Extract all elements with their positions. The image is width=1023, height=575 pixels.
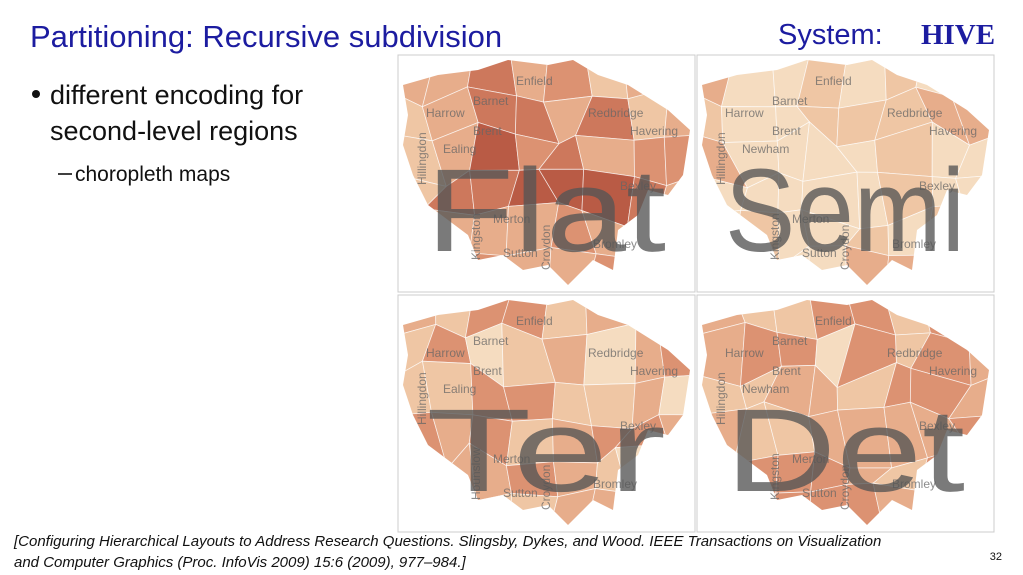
borough-label: Redbridge (887, 346, 943, 360)
borough-label: Croydon (539, 225, 553, 270)
slide-title: Partitioning: Recursive subdivision (30, 19, 502, 54)
map-panel: Enfield Barnet Harrow Brent Redbridge Haverin… (696, 54, 995, 293)
borough-label: Barnet (473, 334, 509, 348)
borough-label: Hillingdon (415, 132, 429, 185)
bullet (32, 90, 40, 98)
borough-label: Ealing (443, 142, 476, 156)
borough-label: Enfield (815, 314, 852, 328)
borough-label: Croydon (838, 465, 852, 510)
borough-label: Hillingdon (714, 132, 728, 185)
borough-label: Bexley (919, 179, 955, 193)
borough-label: Merton (493, 452, 530, 466)
borough-label: Harrow (725, 346, 764, 360)
borough-label: Croydon (539, 465, 553, 510)
borough-label: Harrow (725, 106, 764, 120)
borough-label: Havering (929, 364, 977, 378)
bullet-text: different encoding for (50, 80, 303, 110)
borough-label: Brent (473, 364, 502, 378)
borough-label: Redbridge (887, 106, 943, 120)
sub-bullet-text: choropleth maps (75, 163, 230, 186)
map-panel: Enfield Barnet Harrow Brent Redbridge Haverin… (696, 294, 995, 533)
borough-label: Havering (630, 124, 678, 138)
borough-label: Merton (792, 452, 829, 466)
borough-label: Havering (630, 364, 678, 378)
map-grid: Enfield Barnet Harrow Brent Redbridge Haverin… (397, 54, 995, 533)
overlay-word: Semi (725, 145, 965, 277)
borough-label: Enfield (516, 314, 553, 328)
borough-label: Barnet (772, 334, 808, 348)
borough-label: Bromley (892, 477, 936, 491)
borough-label: Brent (473, 124, 502, 138)
borough-label: Hillingdon (714, 372, 728, 425)
borough-label: Brent (772, 124, 801, 138)
borough-label: Hillingdon (415, 372, 429, 425)
page-number: 32 (990, 551, 1002, 563)
borough-label: Bexley (919, 419, 955, 433)
citation: and Computer Graphics (Proc. InfoVis 200… (14, 554, 466, 571)
overlay-word: Ter (426, 385, 666, 517)
borough-label: Bromley (892, 237, 936, 251)
borough-label: Havering (929, 124, 977, 138)
borough-label: Merton (792, 212, 829, 226)
borough-label: Bromley (593, 237, 637, 251)
map-panel: Enfield Barnet Harrow Brent Redbridge Haverin… (397, 294, 696, 533)
borough-label: Bromley (593, 477, 637, 491)
system-name: HIVE (921, 19, 995, 51)
borough-label: Bexley (620, 179, 656, 193)
borough-label: Hounslow (469, 447, 483, 500)
borough-label: Barnet (772, 94, 808, 108)
map-panel: Enfield Barnet Harrow Brent Redbridge Haverin… (397, 54, 696, 293)
borough-label: Sutton (802, 246, 837, 260)
borough-label: Redbridge (588, 106, 644, 120)
borough-label: Enfield (815, 74, 852, 88)
borough-label: Redbridge (588, 346, 644, 360)
borough-label: Harrow (426, 106, 465, 120)
borough-label: Croydon (838, 225, 852, 270)
system-label: System: (778, 19, 883, 51)
borough-label: Newham (742, 382, 789, 396)
borough-label: Barnet (473, 94, 509, 108)
borough-label: Kingston (768, 213, 782, 260)
bullet-text: second-level regions (50, 116, 298, 146)
borough-label: Ealing (443, 382, 476, 396)
overlay-word: Det (725, 385, 965, 517)
borough-label: Sutton (802, 486, 837, 500)
borough-label: Kingston (768, 453, 782, 500)
borough-label: Brent (772, 364, 801, 378)
borough-label: Newham (742, 142, 789, 156)
borough-label: Harrow (426, 346, 465, 360)
borough-label: Sutton (503, 246, 538, 260)
borough-label: Kingston (469, 213, 483, 260)
borough-label: Enfield (516, 74, 553, 88)
overlay-word: Flat (426, 145, 666, 277)
borough-label: Merton (493, 212, 530, 226)
citation: [Configuring Hierarchical Layouts to Add… (13, 533, 881, 550)
borough-label: Bexley (620, 419, 656, 433)
borough-label: Sutton (503, 486, 538, 500)
